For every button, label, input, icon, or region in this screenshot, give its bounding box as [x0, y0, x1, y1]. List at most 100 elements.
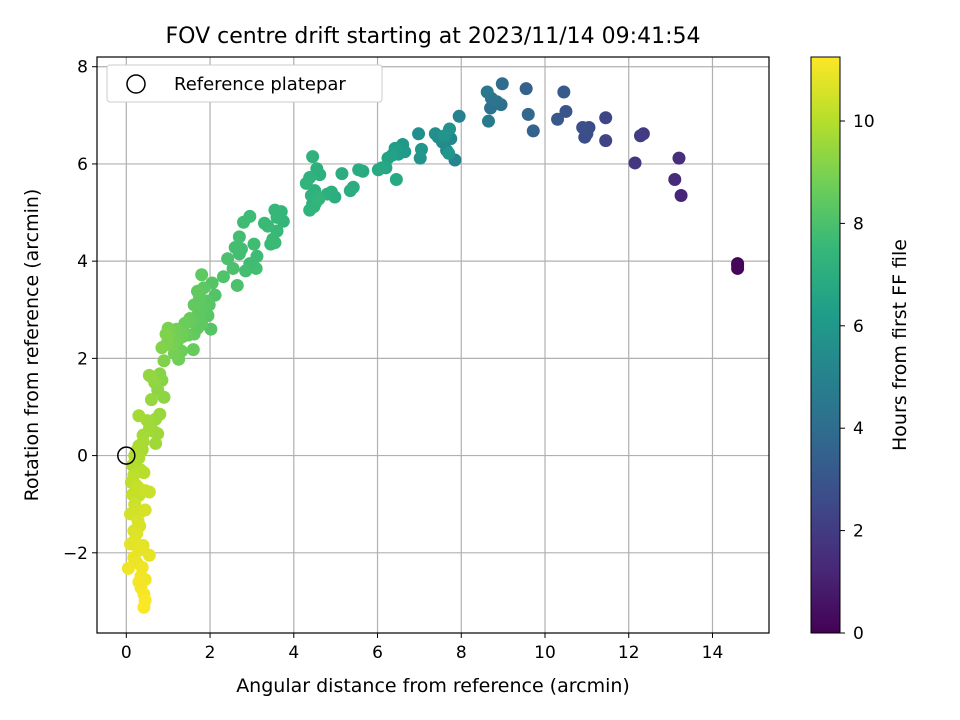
y-axis-label: Rotation from reference (arcmin)	[21, 189, 43, 502]
scatter-point	[237, 215, 251, 229]
scatter-point	[257, 216, 271, 230]
scatter-point	[142, 548, 156, 562]
y-tick-label: 2	[77, 349, 88, 369]
scatter-point	[187, 298, 201, 312]
scatter-point	[216, 270, 230, 284]
scatter-point	[155, 341, 169, 355]
scatter-point	[389, 172, 403, 186]
scatter-point	[628, 156, 642, 170]
colorbar-tick-label: 2	[853, 522, 864, 542]
reference-point-marker	[117, 446, 136, 465]
scatter-point	[343, 184, 357, 198]
scatter-point	[481, 114, 495, 128]
scatter-point	[157, 354, 171, 368]
scatter-point	[551, 112, 565, 126]
colorbar-tick-label: 8	[853, 214, 864, 234]
x-tick-label: 4	[288, 643, 299, 663]
colorbar-tick-label: 0	[853, 624, 864, 644]
scatter-point	[268, 236, 282, 250]
colorbar-tick-label: 10	[853, 112, 875, 132]
colorbar	[810, 56, 841, 634]
scatter-point	[159, 327, 173, 341]
scatter-point	[381, 151, 395, 165]
scatter-point	[195, 268, 209, 282]
scatter-point	[442, 146, 456, 160]
legend-label: Reference platepar	[174, 74, 346, 95]
scatter-point	[412, 127, 426, 141]
scatter-point	[230, 278, 244, 292]
scatter-point	[121, 561, 135, 575]
scatter-point	[247, 237, 261, 251]
scatter-point	[633, 129, 647, 143]
scatter-point	[452, 109, 466, 123]
scatter-point	[299, 176, 313, 190]
scatter-point	[674, 189, 688, 203]
x-axis-label: Angular distance from reference (arcmin)	[236, 675, 630, 697]
scatter-point	[132, 409, 146, 423]
scatter-point	[668, 172, 682, 186]
scatter-point	[144, 393, 158, 407]
scatter-points	[117, 77, 745, 614]
y-tick-label: 8	[77, 58, 88, 78]
x-tick-label: 10	[534, 643, 556, 663]
y-tick-label: 6	[77, 155, 88, 175]
scatter-point	[312, 192, 326, 206]
scatter-point	[521, 107, 535, 121]
scatter-point	[310, 162, 324, 176]
scatter-point	[138, 503, 152, 517]
scatter-point	[519, 82, 533, 96]
plot-frame	[96, 56, 770, 634]
colorbar-tick-label: 4	[853, 419, 864, 439]
scatter-point	[352, 163, 366, 177]
scatter-point	[232, 230, 246, 244]
scatter-point	[226, 261, 240, 275]
colorbar-ticks: 0 2 4 6 8 10	[840, 112, 875, 644]
chart-title: FOV centre drift starting at 2023/11/14 …	[166, 24, 701, 49]
x-tick-label: 8	[456, 643, 467, 663]
x-tick-label: 14	[702, 643, 724, 663]
scatter-point	[731, 258, 745, 272]
x-tick-label: 6	[372, 643, 383, 663]
x-tick-label: 0	[121, 643, 132, 663]
colorbar-tick-label: 6	[853, 317, 864, 337]
scatter-point	[126, 487, 140, 501]
scatter-point	[142, 368, 156, 382]
scatter-point	[186, 343, 200, 357]
legend-box	[106, 64, 383, 103]
scatter-point	[599, 111, 613, 125]
scatter-point	[480, 85, 494, 99]
scatter-point	[495, 77, 509, 91]
scatter-point	[559, 104, 573, 118]
scatter-point	[221, 252, 235, 266]
scatter-point	[268, 203, 282, 217]
scatter-point	[576, 120, 590, 134]
y-tick-label: 0	[77, 447, 88, 467]
legend-marker	[126, 74, 146, 94]
scatter-point	[149, 436, 163, 450]
scatter-point	[414, 142, 428, 156]
scatter-point	[371, 163, 385, 177]
scatter-point	[190, 284, 204, 298]
scatter-point	[142, 485, 156, 499]
scatter-point	[239, 264, 253, 278]
legend: Reference platepar	[106, 64, 383, 103]
y-tick-label: 4	[77, 252, 88, 272]
x-tick-label: 2	[205, 643, 216, 663]
grid-lines	[97, 57, 769, 633]
x-axis-ticks: 0 2 4 6 8 10 12 14	[121, 633, 723, 663]
scatter-point	[335, 167, 349, 181]
scatter-point	[599, 134, 613, 148]
y-axis-ticks: −2 0 2 4 6 8	[63, 58, 97, 564]
scatter-point	[306, 150, 320, 164]
colorbar-label: Hours from first FF file	[889, 239, 911, 451]
scatter-point	[438, 129, 452, 143]
scatter-point	[672, 151, 686, 165]
scatter-point	[137, 600, 151, 614]
scatter-point	[557, 85, 571, 99]
y-tick-label: −2	[63, 544, 88, 564]
scatter-point	[228, 241, 242, 255]
scatter-point	[137, 466, 151, 480]
scatter-point	[526, 124, 540, 138]
x-tick-label: 12	[618, 643, 640, 663]
